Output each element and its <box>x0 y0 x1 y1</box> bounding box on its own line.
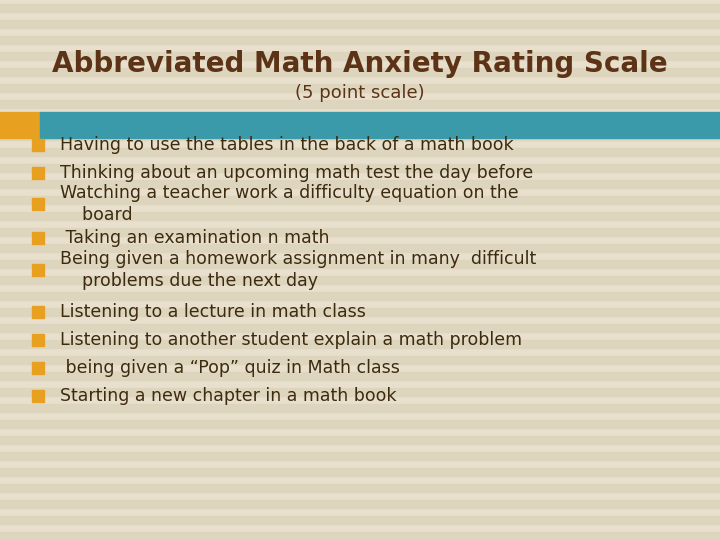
Bar <box>0 132 720 140</box>
Bar <box>0 484 720 492</box>
Text: Having to use the tables in the back of a math book: Having to use the tables in the back of … <box>60 136 513 154</box>
Bar <box>0 500 720 508</box>
Bar <box>0 84 720 92</box>
Bar <box>0 196 720 204</box>
Bar <box>0 52 720 60</box>
Bar <box>0 356 720 364</box>
Bar <box>0 244 720 252</box>
Bar <box>0 340 720 348</box>
Bar <box>0 324 720 332</box>
Bar <box>0 404 720 412</box>
Bar <box>32 198 44 210</box>
Bar <box>0 260 720 268</box>
Bar <box>0 20 720 28</box>
Bar <box>0 100 720 108</box>
Bar <box>32 139 44 151</box>
Bar <box>0 516 720 524</box>
Bar <box>0 468 720 476</box>
Text: being given a “Pop” quiz in Math class: being given a “Pop” quiz in Math class <box>60 359 400 377</box>
Bar <box>0 436 720 444</box>
Bar <box>32 264 44 276</box>
Bar <box>0 4 720 12</box>
Text: Starting a new chapter in a math book: Starting a new chapter in a math book <box>60 387 397 405</box>
Bar <box>0 148 720 156</box>
Text: Being given a homework assignment in many  difficult
    problems due the next d: Being given a homework assignment in man… <box>60 250 536 290</box>
Bar <box>32 232 44 244</box>
Bar <box>0 420 720 428</box>
Bar <box>0 292 720 300</box>
Bar <box>0 372 720 380</box>
Bar <box>40 112 720 138</box>
Text: Listening to another student explain a math problem: Listening to another student explain a m… <box>60 331 522 349</box>
Bar <box>0 68 720 76</box>
Bar <box>0 452 720 460</box>
Bar <box>32 167 44 179</box>
Bar <box>0 36 720 44</box>
Bar <box>32 334 44 346</box>
Bar <box>0 532 720 540</box>
Bar <box>0 116 720 124</box>
Bar <box>0 228 720 236</box>
Bar <box>0 164 720 172</box>
Bar <box>0 308 720 316</box>
Text: (5 point scale): (5 point scale) <box>295 84 425 102</box>
Bar <box>0 388 720 396</box>
Bar <box>0 212 720 220</box>
Bar <box>32 306 44 318</box>
Text: Listening to a lecture in math class: Listening to a lecture in math class <box>60 303 366 321</box>
Text: Abbreviated Math Anxiety Rating Scale: Abbreviated Math Anxiety Rating Scale <box>52 50 668 78</box>
Bar <box>0 112 40 138</box>
Text: Taking an examination n math: Taking an examination n math <box>60 229 330 247</box>
Text: Watching a teacher work a difficulty equation on the
    board: Watching a teacher work a difficulty equ… <box>60 184 518 224</box>
Bar <box>0 180 720 188</box>
Bar <box>0 276 720 284</box>
Bar <box>32 390 44 402</box>
Text: Thinking about an upcoming math test the day before: Thinking about an upcoming math test the… <box>60 164 534 182</box>
Bar <box>32 362 44 374</box>
